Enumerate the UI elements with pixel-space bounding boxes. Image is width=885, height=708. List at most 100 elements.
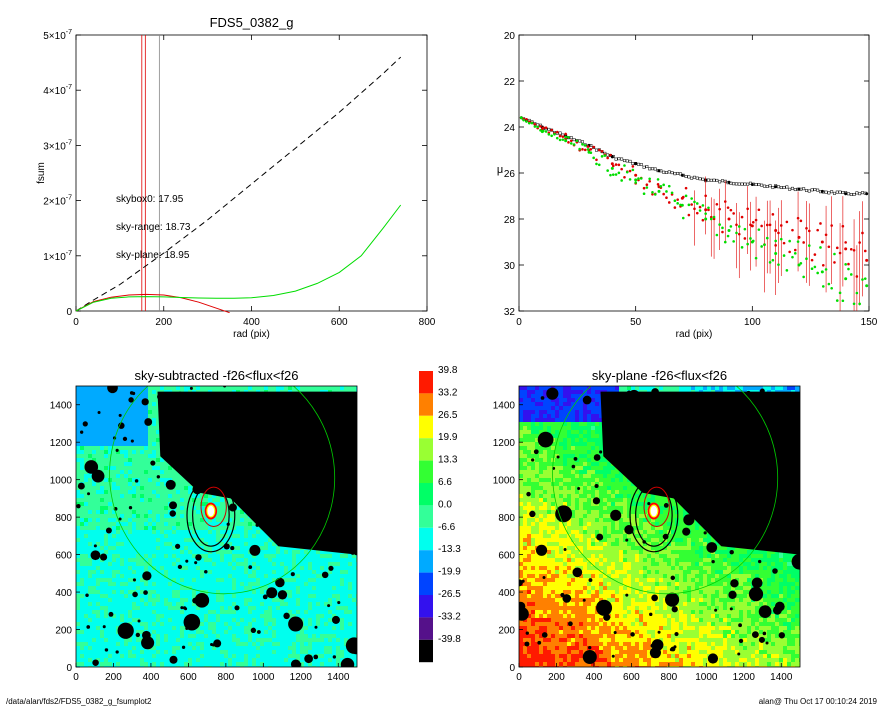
image-pixel: [228, 514, 232, 518]
image-pixel: [232, 386, 236, 390]
image-pixel: [140, 422, 144, 426]
image-pixel: [80, 546, 84, 550]
profile-anchor-point: [797, 263, 801, 267]
image-pixel: [112, 402, 116, 406]
image-pixel: [100, 458, 104, 462]
profile-point: [527, 121, 531, 125]
image-pixel: [352, 582, 356, 586]
colorbar-swatch: [419, 483, 433, 506]
image-pixel: [128, 418, 132, 422]
image-pixel: [116, 494, 120, 498]
image-pixel: [92, 618, 96, 622]
image-pixel: [152, 618, 156, 622]
image-pixel: [104, 434, 108, 438]
image-pixel: [92, 626, 96, 630]
image-pixel: [264, 598, 268, 602]
image-pixel: [348, 386, 352, 390]
profile-point: [592, 156, 595, 160]
image-pixel: [220, 502, 224, 506]
image-pixel: [168, 614, 172, 618]
image-pixel: [120, 406, 124, 410]
image-pixel: [260, 630, 264, 634]
image-pixel: [76, 398, 80, 402]
image-pixel: [84, 606, 88, 610]
image-pixel: [212, 542, 216, 546]
profile-point: [707, 178, 710, 182]
image-pixel: [332, 386, 336, 390]
image-pixel: [76, 518, 80, 522]
image-pixel: [172, 574, 176, 578]
image-pixel: [128, 422, 132, 426]
image-pixel: [208, 590, 212, 594]
profile-point: [827, 191, 831, 195]
image-pixel: [276, 550, 280, 554]
image-pixel: [120, 598, 124, 602]
image-pixel: [304, 578, 308, 582]
image-pixel: [136, 594, 140, 598]
image-pixel: [120, 566, 124, 570]
image-pixel: [160, 598, 164, 602]
image-pixel: [176, 522, 180, 526]
image-pixel: [212, 534, 216, 538]
image-pixel: [220, 534, 224, 538]
image-pixel: [140, 574, 144, 578]
profile-point: [581, 148, 584, 151]
profile-point: [723, 200, 727, 203]
image-pixel: [240, 550, 244, 554]
image-pixel: [240, 526, 244, 530]
image-pixel: [124, 558, 128, 562]
image-pixel: [80, 570, 84, 574]
image-pixel: [288, 546, 292, 550]
image-pixel: [260, 606, 264, 610]
profile-point: [569, 139, 573, 143]
image-pixel: [76, 482, 80, 486]
image-pixel: [252, 606, 256, 610]
y-tick-label: 1×10-7: [43, 250, 72, 263]
image-pixel: [124, 570, 128, 574]
image-pixel: [148, 430, 152, 434]
profile-point: [768, 261, 772, 264]
image-pixel: [100, 390, 104, 394]
sky-annotation: skybox0: 17.95: [116, 194, 184, 205]
image-pixel: [140, 490, 144, 494]
image-pixel: [148, 406, 152, 410]
image-pixel: [156, 634, 160, 638]
image-pixel: [320, 550, 324, 554]
image-pixel: [164, 610, 168, 614]
image-pixel: [144, 390, 148, 394]
image-pixel: [176, 558, 180, 562]
image-pixel: [240, 618, 244, 622]
image-pixel: [328, 570, 332, 574]
image-pixel: [160, 606, 164, 610]
profile-point: [709, 217, 713, 221]
image-pixel: [128, 482, 132, 486]
profile-point: [844, 241, 847, 244]
image-pixel: [216, 618, 220, 622]
image-pixel: [280, 610, 284, 614]
image-pixel: [124, 602, 128, 606]
image-pixel: [160, 522, 164, 526]
image-pixel: [184, 526, 188, 530]
image-pixel: [260, 534, 264, 538]
image-pixel: [156, 610, 160, 614]
image-pixel: [140, 470, 144, 474]
image-pixel: [288, 578, 292, 582]
image-pixel: [132, 486, 136, 490]
image-pixel: [148, 614, 152, 618]
image-pixel: [120, 478, 124, 482]
image-pixel: [124, 618, 128, 622]
image-pixel: [80, 418, 84, 422]
image-pixel: [176, 578, 180, 582]
image-pixel: [240, 534, 244, 538]
image-pixel: [176, 594, 180, 598]
image-pixel: [92, 614, 96, 618]
image-pixel: [208, 562, 212, 566]
image-pixel: [164, 546, 168, 550]
profile-anchor-point: [727, 229, 731, 232]
image-pixel: [108, 506, 112, 510]
image-pixel: [120, 606, 124, 610]
image-pixel: [320, 610, 324, 614]
image-pixel: [336, 626, 340, 630]
image-pixel: [96, 542, 100, 546]
image-pixel: [292, 574, 296, 578]
